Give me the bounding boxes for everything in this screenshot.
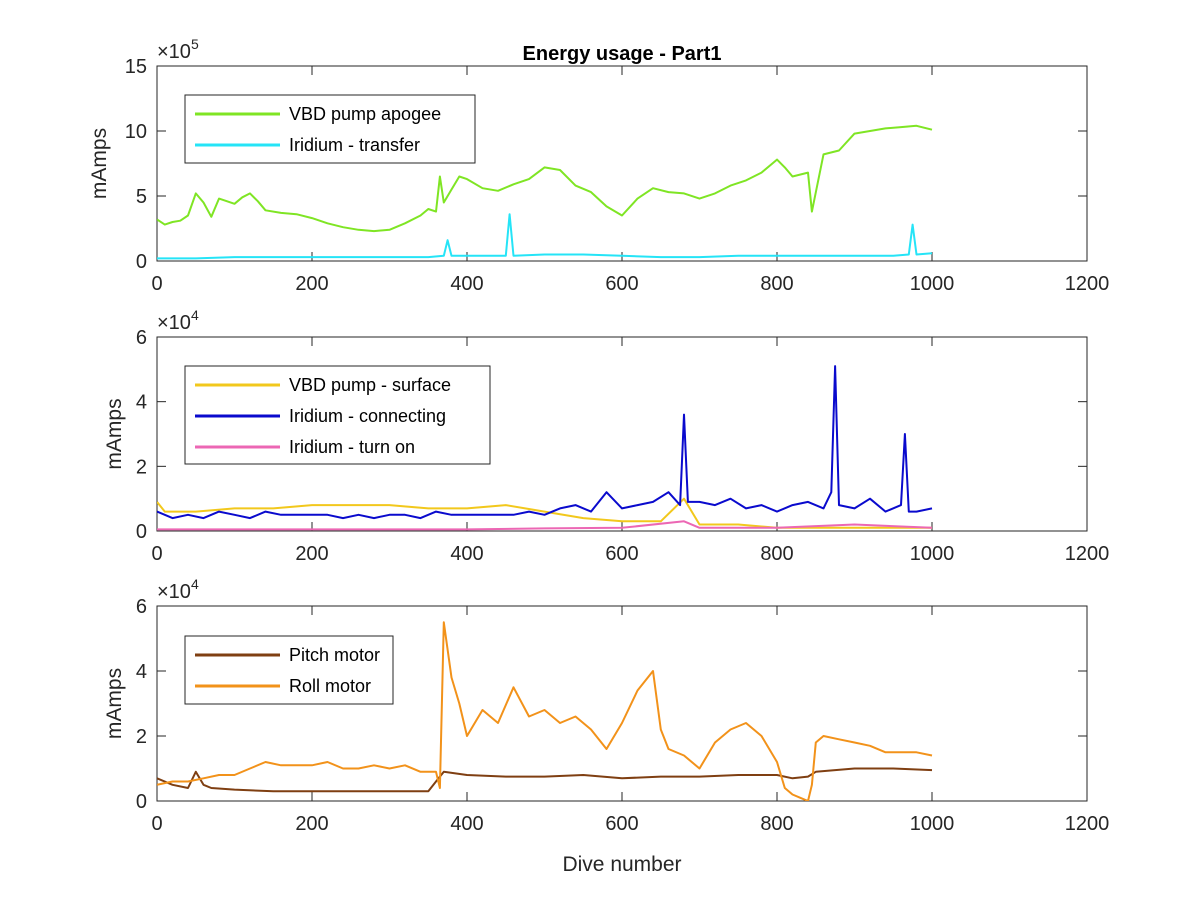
legend: VBD pump - surface Iridium - connecting Ir… — [184, 365, 491, 465]
y-axis-label: mAmps — [103, 668, 126, 739]
x-tick-label: 1000 — [910, 273, 955, 295]
y-tick-label: 0 — [136, 251, 147, 273]
legend-label: Iridium - transfer — [289, 135, 420, 155]
y-tick-label: 5 — [136, 186, 147, 208]
y-tick-label: 0 — [136, 791, 147, 813]
x-tick-label: 0 — [151, 273, 162, 295]
y-axis-label: mAmps — [88, 128, 111, 199]
series-line-roll-motor — [157, 621, 933, 801]
y-tick-label: 0 — [136, 521, 147, 543]
series-line-vbd-pump-apogee — [157, 124, 933, 233]
y-tick-label: 6 — [136, 596, 147, 618]
x-axis-label: Dive number — [562, 853, 681, 876]
x-tick-label: 1200 — [1065, 813, 1110, 835]
x-tick-label: 1000 — [910, 543, 955, 565]
y-multiplier: ×104 — [157, 307, 199, 334]
x-tick-label: 400 — [450, 813, 483, 835]
series-line-iridium-transfer — [157, 213, 933, 260]
legend-label: Roll motor — [289, 676, 371, 696]
legend-label: VBD pump - surface — [289, 375, 451, 395]
series-line-iridium-connecting — [157, 365, 933, 520]
y-tick-label: 15 — [125, 56, 147, 78]
y-axis-label: mAmps — [103, 398, 126, 469]
x-tick-label: 800 — [760, 273, 793, 295]
y-tick-label: 4 — [136, 392, 147, 414]
x-tick-label: 1000 — [910, 813, 955, 835]
x-tick-label: 400 — [450, 273, 483, 295]
legend-label: Iridium - connecting — [289, 406, 446, 426]
panel-3: 0 200 400 600 800 1000 1200 0 2 4 6 ×104 mAmps Dive n… — [103, 576, 1109, 876]
series-line-iridium-turn-on — [157, 520, 933, 531]
x-tick-label: 600 — [605, 273, 638, 295]
y-tick-label: 2 — [136, 456, 147, 478]
legend-box — [184, 635, 394, 705]
legend: Pitch motor Roll motor — [184, 635, 394, 705]
y-tick-label: 2 — [136, 726, 147, 748]
chart-title: Energy usage - Part1 — [523, 43, 722, 65]
series-line-pitch-motor — [157, 767, 933, 793]
x-tick-label: 600 — [605, 813, 638, 835]
x-tick-label: 0 — [151, 543, 162, 565]
panel-1: 0 200 400 600 800 1000 1200 0 5 10 15 ×105 mAmps Ener… — [88, 36, 1109, 295]
x-tick-label: 600 — [605, 543, 638, 565]
x-tick-label: 200 — [295, 273, 328, 295]
x-tick-label: 800 — [760, 543, 793, 565]
panel-2: 0 200 400 600 800 1000 1200 0 2 4 6 ×104 mAmps VBD pu… — [103, 307, 1109, 565]
y-tick-label: 4 — [136, 661, 147, 683]
legend-label: Pitch motor — [289, 645, 380, 665]
y-multiplier: ×105 — [157, 36, 199, 63]
x-tick-label: 1200 — [1065, 543, 1110, 565]
x-tick-label: 200 — [295, 813, 328, 835]
x-tick-label: 200 — [295, 543, 328, 565]
x-tick-label: 1200 — [1065, 273, 1110, 295]
legend-label: Iridium - turn on — [289, 437, 415, 457]
legend-label: VBD pump apogee — [289, 104, 441, 124]
legend: VBD pump apogee Iridium - transfer — [184, 94, 476, 164]
y-tick-label: 6 — [136, 327, 147, 349]
x-tick-label: 400 — [450, 543, 483, 565]
y-multiplier: ×104 — [157, 576, 199, 603]
y-tick-label: 10 — [125, 121, 147, 143]
x-tick-label: 800 — [760, 813, 793, 835]
legend-box — [184, 94, 476, 164]
x-tick-label: 0 — [151, 813, 162, 835]
